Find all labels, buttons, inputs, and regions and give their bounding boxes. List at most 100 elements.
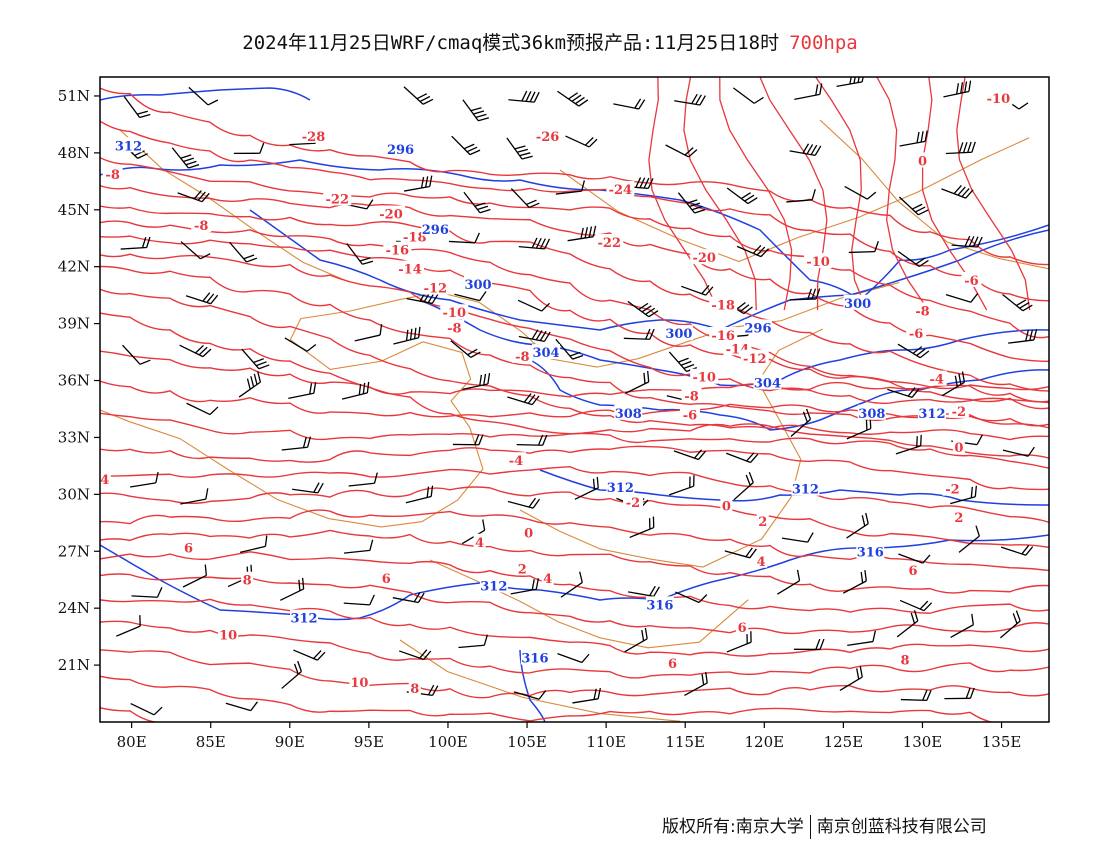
wind-barb: [341, 381, 370, 400]
wind-barb: [116, 615, 141, 637]
wind-barb: [567, 225, 597, 242]
temperature-label: 6: [668, 657, 677, 672]
temperature-contour: [100, 466, 1049, 523]
wind-barb: [462, 99, 490, 122]
wind-barb: [941, 185, 974, 199]
wind-barb: [623, 328, 655, 340]
label-background: [522, 524, 535, 540]
wind-barb: [726, 187, 758, 205]
geopotential-contour: [100, 87, 311, 101]
temperature-label: 0: [954, 441, 963, 456]
wind-barb: [897, 250, 929, 268]
wind-barb: [839, 666, 863, 691]
label-background: [114, 137, 143, 153]
label-background: [740, 349, 769, 365]
wind-barb: [188, 86, 219, 106]
temperature-label: -20: [692, 251, 716, 266]
wind-barb: [794, 83, 823, 101]
temperature-label: 10: [350, 676, 368, 691]
temperature-label: 10: [219, 629, 237, 644]
wind-barb: [462, 373, 491, 391]
label-background: [533, 127, 562, 143]
geopotential-label: 296: [387, 143, 414, 158]
temperature-contour: [100, 87, 1049, 266]
temperature-label: 4: [757, 555, 766, 570]
geopotential-label: 300: [844, 297, 871, 312]
temperature-label: 4: [100, 473, 109, 488]
wind-barb: [404, 175, 433, 192]
label-background: [606, 478, 635, 494]
wind-barb: [844, 185, 877, 200]
wind-barb: [781, 532, 814, 543]
temperature-contour: [100, 235, 1049, 391]
temperature-label: -24: [609, 183, 633, 198]
temperature-label: -6: [909, 327, 923, 342]
label-background: [926, 370, 947, 386]
wind-barb: [448, 232, 480, 244]
temperature-label: -14: [398, 263, 422, 278]
wind-barbs: [116, 77, 1038, 716]
label-background: [755, 552, 768, 568]
wind-barb: [574, 476, 599, 500]
label-background: [100, 471, 111, 487]
wind-barb: [171, 147, 200, 169]
temperature-contour: [956, 77, 1031, 311]
label-background: [516, 560, 529, 576]
temperature-label: 0: [524, 526, 533, 541]
wind-barb: [454, 291, 487, 302]
wind-barb: [848, 241, 879, 254]
wind-barb: [451, 135, 481, 156]
longitude-axis: 80E 85E 90E 95E 100E 105E 110E 115E 120E 125E 130E…: [117, 722, 1021, 751]
wind-barb: [900, 689, 932, 702]
wind-barb: [786, 189, 816, 203]
wind-barb: [130, 703, 163, 716]
temperature-label: -6: [683, 409, 697, 424]
temperature-contour: [100, 265, 1049, 427]
wind-barb: [508, 90, 540, 103]
temperature-label: -8: [105, 168, 119, 183]
wind-barb: [241, 348, 270, 370]
wind-barb: [565, 135, 598, 148]
wind-barb: [343, 539, 374, 554]
wind-barb: [846, 512, 869, 539]
geopotential-label: 308: [858, 407, 885, 422]
wind-barb: [179, 344, 212, 358]
label-background: [856, 543, 885, 559]
wind-barb: [776, 569, 801, 595]
lat-tick-label: 27N: [58, 542, 90, 560]
wind-barb: [950, 485, 978, 505]
label-background: [666, 655, 679, 671]
temperature-label: -10: [692, 371, 716, 386]
temperature-contours: [100, 77, 1049, 722]
wind-barb: [951, 235, 983, 248]
copyright: 版权所有:南京大学 南京创蓝科技有限公司: [662, 812, 987, 839]
geopotential-label: 316: [521, 652, 548, 667]
temperature-label: 2: [758, 515, 767, 530]
wind-barb: [1002, 293, 1033, 312]
wind-barb: [726, 631, 752, 653]
wind-barb: [899, 599, 933, 612]
label-background: [421, 279, 450, 295]
wind-barb: [510, 188, 540, 209]
label-background: [679, 406, 700, 422]
temperature-contour: [100, 445, 1049, 491]
wind-barb: [516, 434, 548, 446]
wind-barb: [343, 594, 375, 606]
wind-barb: [668, 475, 695, 496]
wind-barb: [557, 653, 590, 664]
label-background: [664, 325, 693, 341]
label-background: [690, 368, 719, 384]
temperature-label: 2: [518, 562, 527, 577]
geopotential-contour: [249, 209, 1049, 331]
wind-barb: [898, 196, 929, 216]
wind-barb: [229, 241, 258, 263]
label-background: [520, 649, 549, 665]
wind-barb: [673, 449, 707, 461]
wind-barb: [675, 591, 708, 604]
wind-barb: [1008, 329, 1038, 344]
wind-barb: [726, 452, 759, 464]
lat-tick-label: 45N: [58, 201, 90, 219]
wind-barb: [506, 137, 533, 160]
label-background: [984, 89, 1013, 105]
